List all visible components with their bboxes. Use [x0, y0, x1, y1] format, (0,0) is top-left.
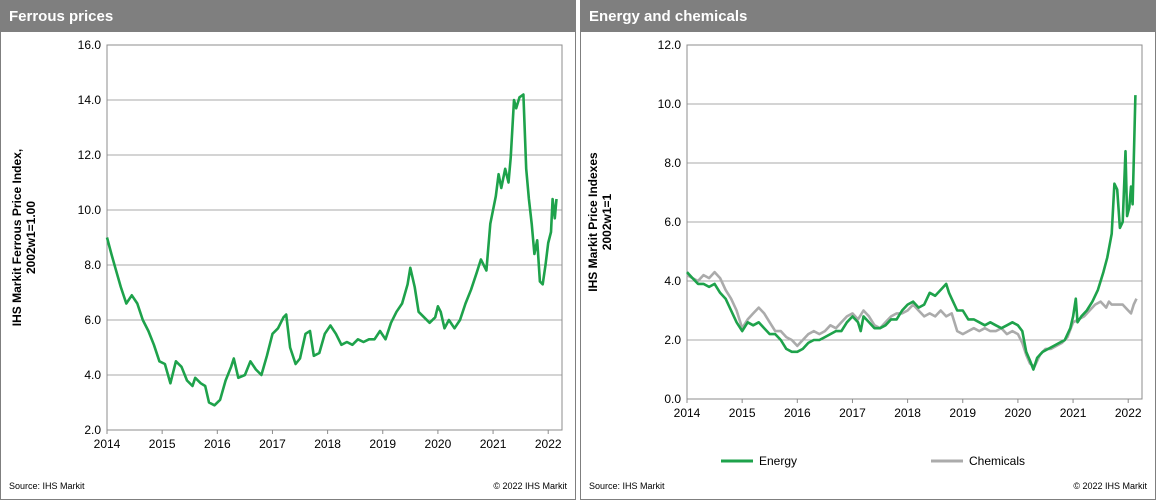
- source-note: Source: IHS Markit: [589, 481, 665, 491]
- x-tick-label: 2018: [894, 406, 921, 420]
- y-tick-label: 12.0: [78, 148, 102, 162]
- copyright-note: © 2022 IHS Markit: [493, 481, 567, 491]
- x-tick-label: 2016: [784, 406, 811, 420]
- y-tick-label: 6.0: [664, 215, 681, 229]
- y-tick-label: 12.0: [658, 38, 682, 52]
- ferrous-chart: 2.0 4.0 6.0 8.0 10.0 12.0 14.0 16.0 2014 2015 2016…: [10, 38, 563, 451]
- x-tick-label: 2014: [674, 406, 701, 420]
- panel-title: Energy and chemicals: [581, 1, 1155, 32]
- y-tick-label: 6.0: [84, 313, 101, 327]
- y-tick-label: 10.0: [658, 97, 682, 111]
- x-tick-label: 2020: [425, 437, 452, 451]
- series-line-chemicals: [686, 270, 1138, 368]
- x-tick-label: 2017: [259, 437, 286, 451]
- copyright-note: © 2022 IHS Markit: [1073, 481, 1147, 491]
- y-tick-label: 0.0: [664, 392, 681, 406]
- panel-title: Ferrous prices: [1, 1, 575, 32]
- y-tick-label: 10.0: [78, 203, 102, 217]
- legend-label-energy: Energy: [759, 454, 797, 468]
- y-tick-label: 14.0: [78, 93, 102, 107]
- x-tick-label: 2015: [729, 406, 756, 420]
- x-tick-label: 2019: [369, 437, 396, 451]
- x-tick-label: 2014: [94, 437, 121, 451]
- plot-frame: [686, 44, 1143, 400]
- x-tick-label: 2015: [149, 437, 176, 451]
- series-line-energy: [686, 95, 1137, 371]
- x-tick-label: 2016: [204, 437, 231, 451]
- y-tick-label: 16.0: [78, 38, 102, 52]
- y-tick-label: 8.0: [664, 156, 681, 170]
- legend-label-chemicals: Chemicals: [969, 454, 1025, 468]
- y-tick-label: 4.0: [84, 368, 101, 382]
- y-tick-label: 2.0: [664, 333, 681, 347]
- series-line-ferrous: [105, 93, 558, 407]
- x-tick-label: 2020: [1005, 406, 1032, 420]
- x-tick-label: 2022: [535, 437, 562, 451]
- x-tick-label: 2022: [1115, 406, 1142, 420]
- energy-chemicals-panel: Energy and chemicals 0.0 2.0 4.0 6.0 8.0 10.0…: [580, 0, 1156, 500]
- energy-chemicals-chart: 0.0 2.0 4.0 6.0 8.0 10.0 12.0 2014 2015 2016 2017 2…: [586, 38, 1143, 468]
- x-tick-label: 2018: [314, 437, 341, 451]
- x-tick-label: 2021: [480, 437, 507, 451]
- y-axis-label: IHS Markit Price Indexes: [586, 152, 600, 292]
- x-tick-label: 2021: [1060, 406, 1087, 420]
- ferrous-prices-panel: Ferrous prices 2.0 4.0 6.0 8.0 10.0 12.0 14.0 1…: [0, 0, 576, 500]
- y-axis-label: 2002w1=1: [600, 193, 614, 250]
- plot-frame: [106, 44, 563, 431]
- source-note: Source: IHS Markit: [9, 481, 85, 491]
- y-tick-label: 4.0: [664, 274, 681, 288]
- y-tick-label: 8.0: [84, 258, 101, 272]
- y-axis-label: IHS Markit Ferrous Price Index,: [10, 149, 24, 326]
- x-tick-label: 2019: [949, 406, 976, 420]
- y-axis-label: 2002w1=1.00: [24, 201, 38, 274]
- y-tick-label: 2.0: [84, 423, 101, 437]
- x-tick-label: 2017: [839, 406, 866, 420]
